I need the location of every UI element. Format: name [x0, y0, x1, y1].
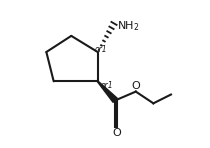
Text: or1: or1 [95, 45, 107, 54]
Text: O: O [112, 128, 121, 138]
Text: NH$_2$: NH$_2$ [117, 19, 139, 33]
Text: or1: or1 [101, 81, 113, 90]
Polygon shape [97, 81, 117, 102]
Text: O: O [131, 81, 140, 91]
